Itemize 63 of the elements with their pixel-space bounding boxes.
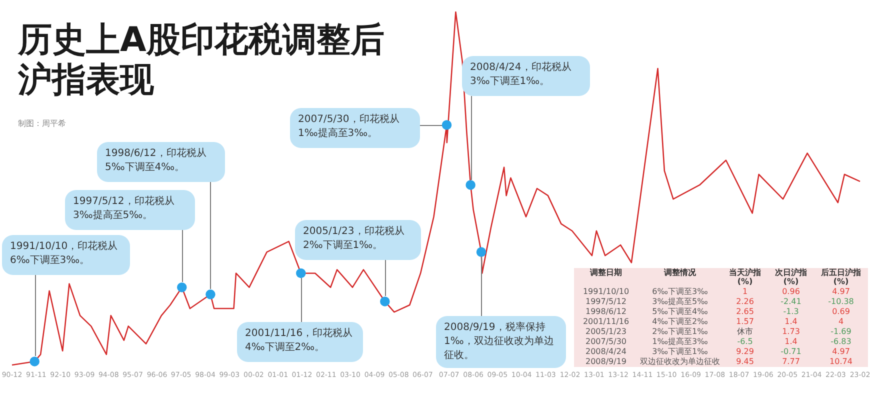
annotation: 2007/5/30: [584, 337, 628, 347]
annotation: 1991/10/10: [582, 287, 630, 297]
annotation: -6.83: [830, 337, 852, 347]
annotation: 1: [741, 287, 749, 297]
annotation: 4‰下调至2‰: [651, 317, 709, 327]
annotation: 休市: [736, 327, 754, 337]
annotation: -2.41: [780, 297, 802, 307]
annotation: 1.4: [784, 337, 798, 347]
annotation: 调整日期: [588, 268, 623, 279]
annotation: 2008/9/19，税率保持1‰，双边征收改为单边征收。: [436, 316, 566, 368]
annotation: 2.65: [735, 307, 755, 317]
annotation: 4.97: [831, 287, 851, 297]
annotation: 调整情况: [662, 268, 697, 279]
annotation: 1998/6/12，印花税从5‰下调至4‰。: [97, 142, 225, 182]
annotation: 9.29: [735, 347, 755, 357]
annotation: 2001/11/16，印花税从4‰下调至2‰。: [237, 322, 363, 362]
annotation: 7.77: [781, 357, 801, 367]
annotation: -10.38: [827, 297, 855, 307]
annotation: 10.74: [828, 357, 854, 367]
annotation: 0.69: [831, 307, 851, 317]
annotation: 1997/5/12，印花税从3‰提高至5‰。: [65, 190, 195, 230]
annotation: 2008/4/24，印花税从3‰下调至1‰。: [462, 56, 590, 96]
annotation: 3‰下调至1‰: [651, 347, 709, 357]
annotation: -1.69: [830, 327, 852, 337]
annotation: 1998/6/12: [584, 307, 628, 317]
annotation: -6.5: [736, 337, 754, 347]
annotation: 2005/1/23，印花税从2‰下调至1‰。: [295, 220, 421, 260]
annotation: 当天沪指 (%): [728, 268, 762, 287]
annotation: 1997/5/12: [584, 297, 628, 307]
annotation: 4: [837, 317, 845, 327]
text: 历史上A股印花税调整后沪指表现: [18, 20, 386, 100]
annotation: 2008/4/24: [584, 347, 628, 357]
annotation: 9.45: [735, 357, 755, 367]
annotation: 制图：周平希: [18, 118, 66, 129]
point: [380, 296, 390, 306]
annotation: 双边征收改为单边征收: [639, 357, 721, 367]
annotation: 5‰下调至4‰: [651, 307, 709, 317]
annotation: 2008/9/19: [584, 357, 628, 367]
annotation: -1.3: [782, 307, 800, 317]
annotation: 2.26: [735, 297, 755, 307]
annotation: 2001/11/16: [582, 317, 630, 327]
annotation: 2007/5/30，印花税从1‰提高至3‰。: [290, 108, 420, 148]
annotation: -0.71: [780, 347, 802, 357]
annotation: 1.4: [784, 317, 798, 327]
annotation: 4.97: [831, 347, 851, 357]
annotation: 0.96: [781, 287, 801, 297]
point: [476, 247, 486, 257]
point: [206, 290, 216, 300]
annotation: 后五日沪指 (%): [820, 268, 862, 287]
annotation: 2005/1/23: [584, 327, 628, 337]
annotation: 6‰下调至3‰: [651, 287, 709, 297]
annotation: 3‰提高至5‰: [651, 297, 709, 307]
point: [177, 282, 187, 292]
annotation: 1991/10/10，印花税从6‰下调至3‰。: [2, 235, 130, 275]
annotation: 1.73: [781, 327, 801, 337]
point: [296, 268, 306, 278]
annotation: 1‰提高至3‰: [651, 337, 709, 347]
point: [466, 180, 476, 190]
annotation: 1.57: [735, 317, 755, 327]
point: [442, 120, 452, 130]
point: [30, 356, 40, 366]
annotation: 次日沪指 (%): [774, 268, 808, 287]
annotation: 2‰下调至1‰: [651, 327, 709, 337]
